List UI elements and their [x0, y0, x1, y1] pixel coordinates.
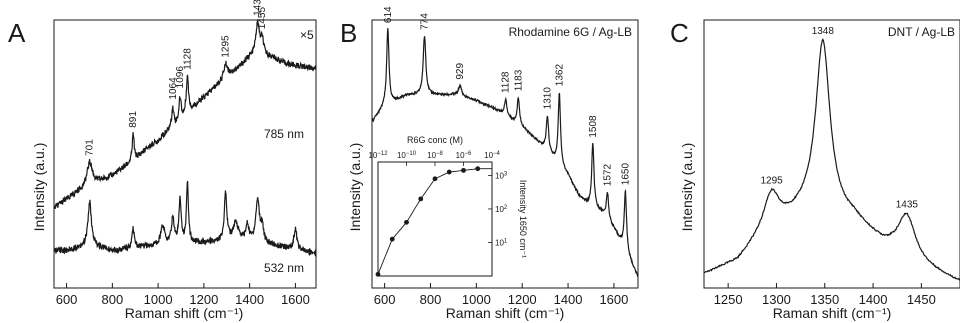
x-tick-label: 1600: [599, 292, 628, 307]
inset-data-point: [461, 167, 466, 173]
panel-b-inset: R6G conc (M) Intensity 1650 cm⁻¹ 10−12 10…: [368, 135, 528, 277]
peak-label: 774: [420, 13, 431, 30]
inset-data-point: [446, 169, 452, 175]
x-tick-label: 1450: [907, 292, 936, 307]
inset-data-point: [389, 236, 395, 242]
panel-b: B Intensity (a.u.) Raman shift (cm⁻¹) Rh…: [340, 6, 639, 321]
x-tick-label: 1200: [508, 292, 537, 307]
panel-b-x-axis-label: Raman shift (cm⁻¹): [446, 305, 565, 321]
panel-b-frame: [371, 19, 639, 289]
peak-label: 614: [383, 6, 394, 23]
panel-letter-c: C: [670, 18, 689, 48]
peak-label: 1435: [896, 200, 919, 211]
x-tick-label: 1600: [281, 292, 310, 307]
series-line-dnt: [703, 38, 960, 281]
peak-label: 1310: [542, 87, 553, 110]
inset-data-point: [475, 166, 481, 172]
peak-label: 891: [128, 111, 139, 128]
inset-data-point: [432, 176, 438, 182]
inset-x-tick-label: 10−12: [368, 151, 388, 160]
peak-label: 1572: [603, 164, 614, 187]
inset-data-point: [418, 196, 424, 202]
panel-c-title: DNT / Ag-LB: [888, 25, 955, 39]
x-tick-label: 1400: [554, 292, 583, 307]
x-tick-label: 1250: [714, 292, 743, 307]
peak-label: 1435: [253, 0, 264, 16]
x-tick-label: 800: [101, 292, 123, 307]
scale-factor-label: ×5: [300, 28, 314, 42]
panel-c-y-axis-label: Intensity (a.u.): [679, 143, 695, 232]
peak-label: 1295: [221, 35, 232, 58]
x-tick-label: 800: [420, 292, 442, 307]
panel-c-frame: [703, 19, 960, 289]
panel-a-frame: [53, 19, 317, 289]
peak-label: 1650: [620, 163, 631, 186]
panel-b-title: Rhodamine 6G / Ag-LB: [509, 25, 632, 39]
x-tick-label: 1350: [810, 292, 839, 307]
peak-label: 1508: [588, 115, 599, 138]
inset-y-axis-label: Intensity 1650 cm⁻¹: [518, 180, 528, 258]
series-line-532-nm: [53, 180, 317, 258]
panel-letter-a: A: [8, 18, 26, 48]
peak-label: 1362: [554, 64, 565, 87]
x-tick-label: 1000: [144, 292, 173, 307]
inset-data-point: [404, 219, 409, 225]
x-tick-label: 600: [374, 292, 396, 307]
inset-data-point: [375, 271, 381, 277]
inset-y-tick-label: 102: [495, 205, 508, 214]
panel-letter-b: B: [340, 18, 357, 48]
inset-y-tick-label: 101: [495, 238, 508, 247]
panel-c: C Intensity (a.u.) Raman shift (cm⁻¹) DN…: [670, 18, 960, 321]
inset-x-tick-label: 10−10: [397, 151, 417, 160]
x-tick-label: 1200: [189, 292, 218, 307]
peak-label: 1064: [168, 77, 179, 100]
panel-c-x-axis-label: Raman shift (cm⁻¹): [773, 305, 892, 321]
peak-label: 1183: [513, 69, 524, 91]
x-tick-label: 1000: [462, 292, 491, 307]
peak-label: 1455: [257, 7, 268, 30]
inset-y-tick-label: 103: [495, 171, 508, 180]
peak-label: 929: [455, 63, 466, 80]
peak-label: 1348: [812, 26, 835, 37]
series-line-r6g: [371, 28, 639, 278]
series-line-785-nm: [53, 19, 317, 209]
panel-a-x-axis-label: Raman shift (cm⁻¹): [125, 305, 244, 321]
panel-a-y-axis-label: Intensity (a.u.): [31, 143, 47, 232]
series-label: 532 nm: [264, 261, 304, 275]
peak-label: 1128: [501, 71, 512, 93]
x-tick-label: 1400: [235, 292, 264, 307]
x-tick-label: 1400: [859, 292, 888, 307]
inset-x-tick-label: 10−4: [484, 151, 500, 160]
inset-x-axis-label: R6G conc (M): [407, 135, 463, 145]
panel-b-y-axis-label: Intensity (a.u.): [347, 143, 363, 232]
peak-label: 1096: [175, 66, 186, 89]
peak-label: 1128: [182, 48, 193, 70]
inset-x-tick-label: 10−8: [427, 151, 443, 160]
peak-label: 701: [85, 139, 96, 156]
x-tick-label: 1300: [762, 292, 791, 307]
series-label: 785 nm: [264, 127, 304, 141]
peak-label: 1295: [760, 176, 783, 187]
panel-a: A Intensity (a.u.) Raman shift (cm⁻¹) 60…: [8, 0, 317, 321]
x-tick-label: 600: [56, 292, 78, 307]
inset-x-tick-label: 10−6: [456, 151, 472, 160]
